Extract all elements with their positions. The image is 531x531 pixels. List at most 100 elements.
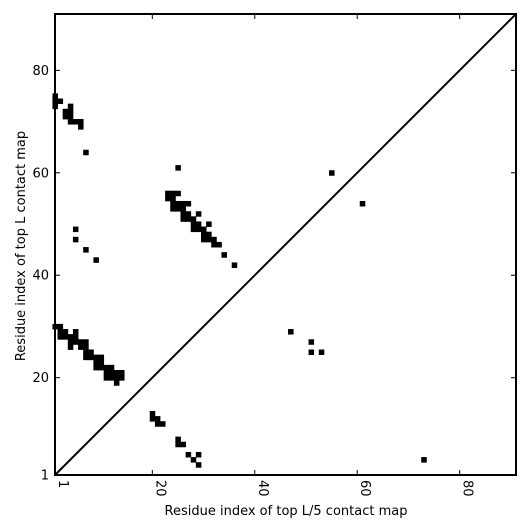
contact-cell-top-l (180, 200, 187, 207)
y-tick-label: 60 (32, 166, 49, 181)
contact-cell-top-l (170, 195, 176, 202)
contact-cell-top-l5 (154, 421, 161, 427)
contact-cell-top-l5 (78, 339, 84, 345)
contact-cell-top-l (185, 200, 192, 207)
x-tick-label: 40 (255, 480, 270, 497)
contact-cell-top-l (175, 206, 181, 212)
x-tick-label: 80 (460, 480, 475, 497)
contact-cell-top-l (170, 190, 176, 197)
contact-cell-top-l (200, 226, 207, 233)
contact-cell-top-l (359, 200, 366, 207)
contact-cell-top-l (180, 211, 187, 217)
contact-cell-top-l5 (67, 334, 74, 340)
contact-cell-top-l5 (175, 441, 181, 448)
contact-cell-top-l5 (103, 375, 110, 381)
contact-cell-top-l (72, 226, 79, 233)
contact-cell-top-l5 (195, 462, 202, 468)
y-tick-label: 1 (41, 469, 49, 484)
contact-cell-top-l (190, 221, 197, 227)
contact-cell-top-l5 (119, 369, 125, 376)
contact-cell-top-l (93, 257, 99, 263)
contact-cell-top-l5 (180, 441, 187, 448)
contact-cell-top-l (175, 165, 181, 171)
contact-cell-top-l (165, 195, 171, 202)
contact-cell-top-l5 (149, 416, 156, 422)
contact-cell-top-l (195, 221, 202, 227)
diagonal-line (54, 13, 517, 476)
contact-cell-top-l (67, 119, 74, 125)
x-tick-label: 60 (357, 480, 372, 497)
contact-cell-top-l5 (113, 380, 120, 386)
contact-cell-top-l5 (88, 354, 94, 361)
contact-cell-top-l5 (108, 369, 115, 376)
contact-cell-top-l (195, 211, 202, 217)
contact-cell-top-l (211, 241, 217, 248)
contact-cell-top-l5 (98, 359, 105, 366)
contact-cell-top-l5 (83, 344, 89, 350)
x-tick-label: 20 (152, 480, 167, 497)
contact-cell-top-l (67, 103, 74, 110)
contact-cell-top-l5 (72, 339, 79, 345)
contact-cell-top-l (78, 119, 84, 125)
contact-cell-top-l5 (113, 369, 120, 376)
contact-cell-top-l5 (149, 410, 156, 417)
contact-cell-top-l5 (72, 329, 79, 335)
contact-cell-top-l (175, 190, 181, 197)
contact-cell-top-l5 (67, 344, 74, 350)
contact-cell-top-l (165, 190, 171, 197)
contact-cell-top-l5 (160, 421, 166, 427)
contact-cell-top-l (67, 108, 74, 115)
contact-cell-top-l5 (57, 334, 64, 340)
contact-cell-top-l5 (83, 339, 89, 345)
contact-cell-top-l (72, 236, 79, 243)
contact-cell-top-l5 (195, 451, 202, 458)
contact-cell-top-l5 (318, 349, 325, 356)
contact-cell-top-l (231, 262, 238, 268)
contact-cell-top-l5 (98, 354, 105, 361)
contact-cell-top-l5 (83, 354, 89, 361)
contact-cell-top-l5 (108, 364, 115, 371)
y-tick-label: 20 (32, 371, 49, 386)
contact-cell-top-l5 (308, 349, 315, 356)
contact-cell-top-l5 (62, 329, 69, 335)
contact-cell-top-l5 (154, 416, 161, 422)
contact-cell-top-l (206, 221, 212, 227)
contact-cell-top-l5 (62, 334, 69, 340)
contact-cell-top-l5 (67, 339, 74, 345)
contact-cell-top-l (329, 170, 335, 176)
contact-cell-top-l (221, 252, 227, 258)
contact-cell-top-l (62, 108, 69, 115)
x-axis-label: Residue index of top L/5 contact map (165, 504, 408, 519)
contact-cell-top-l5 (185, 451, 192, 458)
x-tick-label: 1 (55, 480, 70, 488)
plot-frame (54, 13, 517, 476)
contact-cell-top-l5 (308, 339, 315, 345)
contact-cell-top-l (206, 231, 212, 238)
contact-cell-top-l (190, 216, 197, 222)
contact-cell-top-l5 (83, 349, 89, 356)
contact-cell-top-l5 (57, 329, 64, 335)
contact-cell-top-l5 (93, 359, 99, 366)
y-tick-label: 40 (32, 269, 49, 284)
contact-cell-top-l (83, 149, 89, 156)
contact-cell-top-l5 (98, 364, 105, 371)
y-axis-label: Residue index of top L contact map (14, 131, 29, 361)
contact-cell-top-l (62, 113, 69, 120)
contact-cell-top-l5 (93, 354, 99, 361)
contact-cells (52, 93, 427, 468)
contact-cell-top-l5 (190, 457, 197, 463)
contact-cell-top-l (200, 231, 207, 238)
contact-cell-top-l5 (57, 323, 64, 330)
contact-cell-top-l (170, 206, 176, 212)
axis-ticks: 1 20 40 60 80 1 20 40 60 80 (32, 14, 516, 497)
contact-cell-top-l (180, 206, 187, 212)
contact-cell-top-l (67, 113, 74, 120)
contact-cell-top-l (200, 236, 207, 243)
contact-cell-top-l (206, 236, 212, 243)
contact-cell-top-l (216, 241, 222, 248)
contact-cell-top-l (72, 119, 79, 125)
contact-cell-top-l (180, 216, 187, 222)
contact-cell-top-l5 (119, 375, 125, 381)
contact-cell-top-l (175, 200, 181, 207)
